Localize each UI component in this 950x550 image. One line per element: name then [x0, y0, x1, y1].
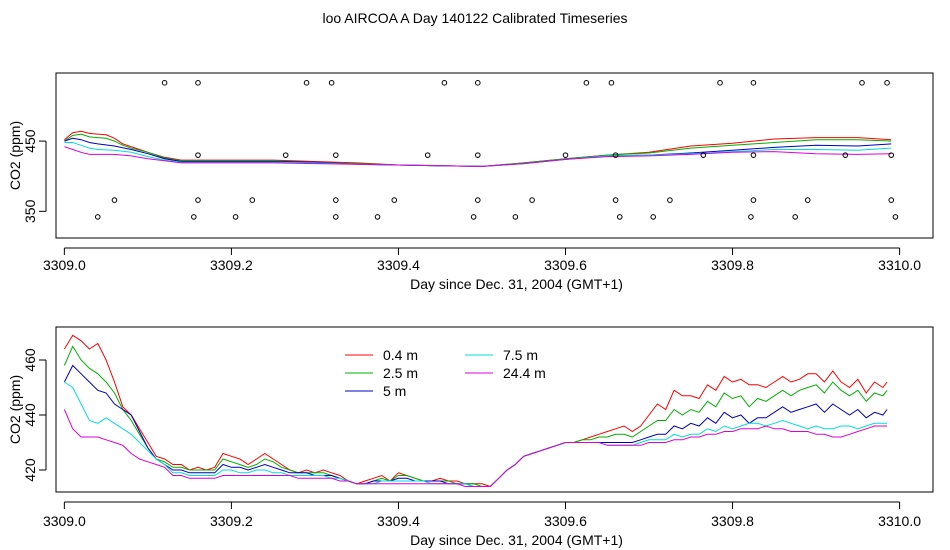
- plot-frame: [55, 72, 934, 239]
- flag-point: [512, 214, 519, 220]
- y-tick-label: 350: [22, 199, 38, 223]
- y-axis-label: CO2 (ppm): [7, 121, 23, 190]
- legend-label: 24.4 m: [503, 365, 546, 381]
- y-tick-label: 450: [22, 129, 38, 153]
- legend-label: 0.4 m: [383, 347, 418, 363]
- flag-point: [748, 214, 754, 220]
- x-tick-label: 3309.0: [43, 513, 86, 529]
- chart-panel-2: [39, 326, 934, 509]
- page-title: loo AIRCOA A Day 140122 Calibrated Times…: [322, 10, 628, 26]
- flag-point: [249, 197, 256, 203]
- flag-point: [842, 152, 849, 158]
- flag-point: [474, 152, 481, 158]
- x-axis-label: Day since Dec. 31, 2004 (GMT+1): [410, 532, 623, 548]
- x-tick-label: 3309.4: [377, 513, 420, 529]
- flag-point: [374, 214, 381, 220]
- flag-point: [111, 197, 118, 203]
- plot-frame: [55, 326, 934, 493]
- flag-point: [792, 214, 798, 220]
- flag-point: [529, 197, 535, 203]
- series-line-0-4-m: [64, 130, 892, 167]
- flag-point: [328, 80, 335, 86]
- flag-point: [391, 197, 398, 203]
- flag-point: [195, 152, 201, 158]
- series-line-24-4-m: [63, 409, 888, 487]
- flag-point: [616, 214, 623, 220]
- x-tick-label: 3309.6: [544, 513, 587, 529]
- flag-point: [583, 80, 590, 86]
- flag-point: [562, 152, 569, 158]
- legend-label: 7.5 m: [503, 347, 538, 363]
- x-tick-label: 3309.6: [544, 257, 587, 273]
- x-tick-label: 3309.8: [711, 513, 754, 529]
- flag-point: [884, 80, 890, 86]
- flag-point: [195, 197, 201, 203]
- x-tick-label: 3309.0: [43, 257, 86, 273]
- flag-point: [650, 214, 656, 220]
- flag-point: [804, 197, 811, 203]
- legend-label: 5 m: [383, 383, 406, 399]
- flag-point: [750, 197, 757, 203]
- y-tick-label: 420: [22, 458, 38, 482]
- flag-point: [612, 197, 619, 203]
- flag-point: [608, 80, 615, 86]
- y-tick-label: 440: [22, 403, 38, 427]
- flag-point: [888, 152, 895, 158]
- x-axis-label: Day since Dec. 31, 2004 (GMT+1): [410, 276, 623, 292]
- x-tick-label: 3310.0: [878, 257, 921, 273]
- series-line-0-4-m: [63, 334, 888, 488]
- flag-point: [612, 152, 619, 158]
- series-line-7-5-m: [64, 381, 888, 487]
- flag-point: [470, 214, 477, 220]
- x-tick-label: 3309.2: [210, 513, 253, 529]
- flag-point: [424, 152, 431, 158]
- x-tick-label: 3309.8: [711, 257, 754, 273]
- flag-point: [195, 80, 201, 86]
- flag-point: [717, 80, 723, 86]
- flag-point: [191, 214, 197, 220]
- y-axis-label: CO2 (ppm): [7, 375, 23, 444]
- chart-panel-1: [39, 72, 934, 255]
- flag-point: [667, 197, 673, 203]
- series-line-24-4-m: [64, 146, 892, 167]
- x-tick-label: 3309.2: [210, 257, 253, 273]
- flag-point: [892, 214, 899, 220]
- flag-point: [333, 214, 339, 220]
- flag-point: [94, 214, 101, 220]
- flag-point: [232, 214, 239, 220]
- x-tick-label: 3309.4: [377, 257, 420, 273]
- flag-point: [859, 80, 865, 86]
- legend-label: 2.5 m: [383, 365, 418, 381]
- flag-point: [888, 197, 895, 203]
- flag-point: [333, 152, 339, 158]
- flag-point: [750, 80, 757, 86]
- flag-point: [282, 152, 289, 158]
- flag-point: [161, 80, 168, 86]
- y-tick-label: 460: [22, 348, 38, 372]
- flag-point: [441, 80, 448, 86]
- flag-point: [333, 197, 339, 203]
- series-line-2-5-m: [63, 345, 888, 487]
- flag-point: [700, 152, 707, 158]
- flag-point: [474, 80, 481, 86]
- x-tick-label: 3310.0: [878, 513, 921, 529]
- flag-point: [474, 197, 481, 203]
- flag-point: [750, 152, 757, 158]
- flag-point: [303, 80, 310, 86]
